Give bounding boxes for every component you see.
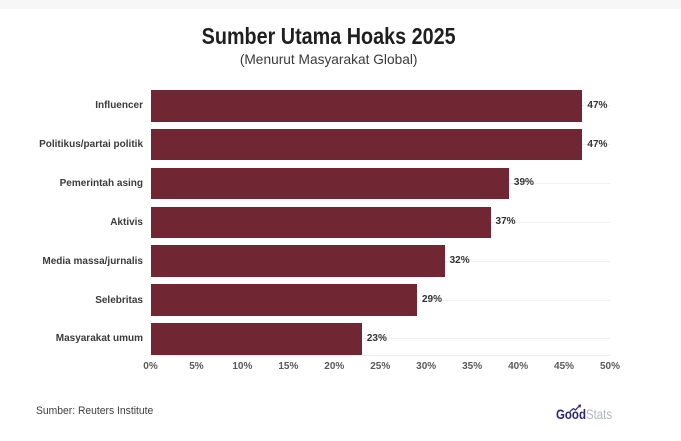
x-tick-label: 15% bbox=[278, 360, 299, 372]
x-tick-label: 10% bbox=[232, 360, 253, 372]
trend-arrow-icon bbox=[569, 403, 582, 412]
chart-title: Sumber Utama Hoaks 2025 bbox=[0, 23, 658, 50]
bar bbox=[150, 323, 362, 355]
value-label: 39% bbox=[513, 177, 534, 189]
category-label: Media massa/jurnalis bbox=[42, 255, 143, 267]
x-tick-label: 40% bbox=[508, 360, 529, 372]
top-band bbox=[0, 0, 681, 9]
bar bbox=[150, 206, 491, 239]
bar bbox=[150, 167, 509, 200]
chart-subtitle: (Menurut Masyarakat Global) bbox=[0, 51, 658, 67]
x-tick-label: 25% bbox=[370, 360, 391, 372]
category-label: Aktivis bbox=[110, 216, 143, 228]
x-tick-label: 0% bbox=[143, 360, 158, 372]
category-label: Politikus/partai politik bbox=[39, 139, 143, 151]
category-label: Influencer bbox=[95, 100, 143, 112]
chart-subtitle-text: (Menurut Masyarakat Global) bbox=[240, 50, 418, 67]
goodstats-logo: GoodStats bbox=[556, 403, 613, 422]
value-label: 32% bbox=[449, 255, 470, 267]
bar bbox=[150, 245, 445, 277]
x-axis-baseline bbox=[150, 355, 610, 356]
x-tick-label: 20% bbox=[324, 360, 345, 372]
category-label: Selebritas bbox=[95, 294, 143, 306]
x-tick-label: 50% bbox=[599, 360, 620, 372]
category-label: Masyarakat umum bbox=[55, 333, 143, 345]
x-tick-label: 5% bbox=[189, 360, 204, 372]
value-label: 47% bbox=[587, 138, 608, 150]
bar bbox=[150, 90, 583, 122]
category-label: Pemerintah asing bbox=[59, 177, 143, 189]
x-tick-label: 45% bbox=[554, 360, 575, 372]
chart-title-text: Sumber Utama Hoaks 2025 bbox=[202, 22, 456, 49]
bar bbox=[150, 128, 583, 161]
value-label: 37% bbox=[495, 216, 516, 228]
value-label: 29% bbox=[422, 294, 443, 305]
logo-good: Good bbox=[556, 407, 586, 422]
row-gridline bbox=[150, 338, 610, 340]
value-label: 23% bbox=[366, 332, 387, 344]
bar bbox=[150, 284, 417, 316]
value-label: 47% bbox=[587, 99, 608, 111]
x-tick-label: 35% bbox=[462, 360, 483, 372]
x-tick-label: 30% bbox=[416, 360, 437, 372]
source-note: Sumber: Reuters Institute bbox=[36, 404, 154, 417]
logo-stats: Stats bbox=[585, 407, 613, 422]
